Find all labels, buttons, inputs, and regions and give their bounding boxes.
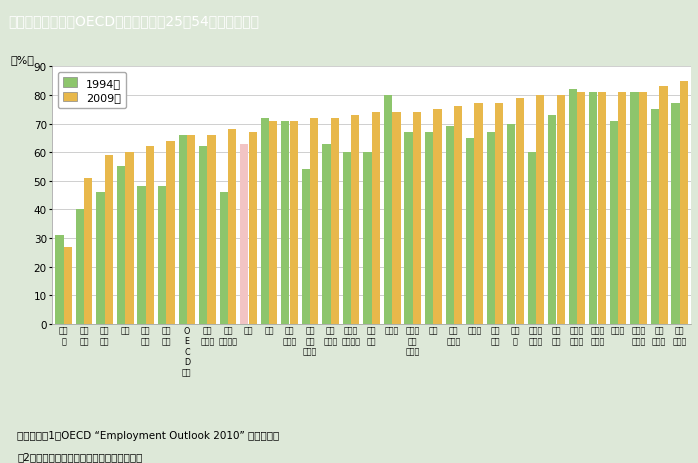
Bar <box>536 96 544 324</box>
Text: オース
トリア: オース トリア <box>529 326 543 345</box>
Text: ポー
ランド: ポー ランド <box>323 326 338 345</box>
Bar <box>425 133 433 324</box>
Bar <box>76 210 84 324</box>
Bar <box>680 81 688 324</box>
Bar <box>630 93 639 324</box>
Text: フラ
ンス: フラ ンス <box>490 326 500 345</box>
Bar <box>351 116 359 324</box>
Bar <box>433 110 442 324</box>
Bar <box>556 96 565 324</box>
Bar <box>413 113 421 324</box>
Bar <box>322 144 331 324</box>
Text: オース
トラリア: オース トラリア <box>341 326 361 345</box>
Bar <box>445 127 454 324</box>
Bar <box>610 121 618 324</box>
Bar <box>495 104 503 324</box>
Bar <box>290 121 298 324</box>
Bar <box>639 93 647 324</box>
Bar <box>105 156 113 324</box>
Text: 英国: 英国 <box>429 326 438 335</box>
Bar <box>372 113 380 324</box>
Text: スロ
バキア: スロ バキア <box>283 326 297 345</box>
Bar <box>199 147 207 324</box>
Bar <box>384 96 392 324</box>
Text: ギリ
シャ: ギリ シャ <box>141 326 151 345</box>
Text: イタ
リア: イタ リア <box>100 326 110 345</box>
Text: オラ
ンダ: オラ ンダ <box>551 326 561 345</box>
Bar <box>331 119 339 324</box>
Bar <box>269 121 277 324</box>
Bar <box>64 247 72 324</box>
Bar <box>343 153 351 324</box>
Text: スイス: スイス <box>611 326 625 335</box>
Bar <box>589 93 597 324</box>
Bar <box>302 170 310 324</box>
Bar <box>651 110 659 324</box>
Text: ハン
ガリー: ハン ガリー <box>200 326 214 345</box>
Text: （%）: （%） <box>11 55 35 64</box>
Text: デン
マーク: デン マーク <box>652 326 667 345</box>
Bar <box>392 113 401 324</box>
Bar <box>187 136 195 324</box>
Bar <box>660 87 667 324</box>
Text: （備考）　1．OECD “Employment Outlook 2010” より作成。: （備考） 1．OECD “Employment Outlook 2010” より… <box>17 430 280 440</box>
Bar <box>96 193 105 324</box>
Bar <box>260 119 269 324</box>
Bar <box>577 93 586 324</box>
Bar <box>310 119 318 324</box>
Bar <box>364 153 371 324</box>
Text: アイス
ランド: アイス ランド <box>591 326 604 345</box>
Bar <box>487 133 495 324</box>
Legend: 1994年, 2009年: 1994年, 2009年 <box>58 73 126 109</box>
Text: 日本: 日本 <box>244 326 253 335</box>
Text: ポル
トガル: ポル トガル <box>447 326 461 345</box>
Bar <box>618 93 626 324</box>
Text: トル
コ: トル コ <box>59 326 68 345</box>
Bar <box>671 104 680 324</box>
Bar <box>166 141 174 324</box>
Bar <box>454 107 462 324</box>
Text: ニュー
ジー
ランド: ニュー ジー ランド <box>406 326 420 356</box>
Text: ノル
ウェー: ノル ウェー <box>673 326 687 345</box>
Bar <box>220 193 228 324</box>
Bar <box>548 116 556 324</box>
Bar <box>528 153 536 324</box>
Text: メキ
シコ: メキ シコ <box>80 326 89 345</box>
Text: ルク
セン
ブルク: ルク セン ブルク <box>303 326 317 356</box>
Bar <box>507 124 515 324</box>
Bar <box>207 136 216 324</box>
Bar <box>228 130 236 324</box>
Text: O
E
C
D
平均: O E C D 平均 <box>182 326 192 376</box>
Bar <box>404 133 413 324</box>
Bar <box>248 133 257 324</box>
Text: フィン
ランド: フィン ランド <box>570 326 584 345</box>
Text: 2．就業率は「就業者数／人口」で計算。: 2．就業率は「就業者数／人口」で計算。 <box>17 451 143 461</box>
Bar <box>84 178 93 324</box>
Bar <box>179 136 187 324</box>
Bar <box>569 90 577 324</box>
Text: 第１－３－２図　OECD諸国の女性（25～54歳）の就業率: 第１－３－２図 OECD諸国の女性（25～54歳）の就業率 <box>8 14 260 28</box>
Text: スウェ
ーデン: スウェ ーデン <box>632 326 646 345</box>
Text: ベル
ギー: ベル ギー <box>367 326 376 345</box>
Bar <box>117 167 125 324</box>
Bar <box>240 144 248 324</box>
Bar <box>475 104 483 324</box>
Text: カナ
ダ: カナ ダ <box>511 326 520 345</box>
Bar <box>55 236 64 324</box>
Text: チェコ: チェコ <box>385 326 399 335</box>
Bar <box>146 147 154 324</box>
Bar <box>138 187 146 324</box>
Text: ドイツ: ドイツ <box>467 326 482 335</box>
Bar <box>281 121 290 324</box>
Text: スペ
イン: スペ イン <box>161 326 171 345</box>
Bar <box>516 99 524 324</box>
Bar <box>126 153 133 324</box>
Bar <box>158 187 166 324</box>
Text: 米国: 米国 <box>265 326 274 335</box>
Text: 韓国: 韓国 <box>121 326 130 335</box>
Text: アイ
ルランド: アイ ルランド <box>218 326 237 345</box>
Bar <box>597 93 606 324</box>
Bar <box>466 138 474 324</box>
